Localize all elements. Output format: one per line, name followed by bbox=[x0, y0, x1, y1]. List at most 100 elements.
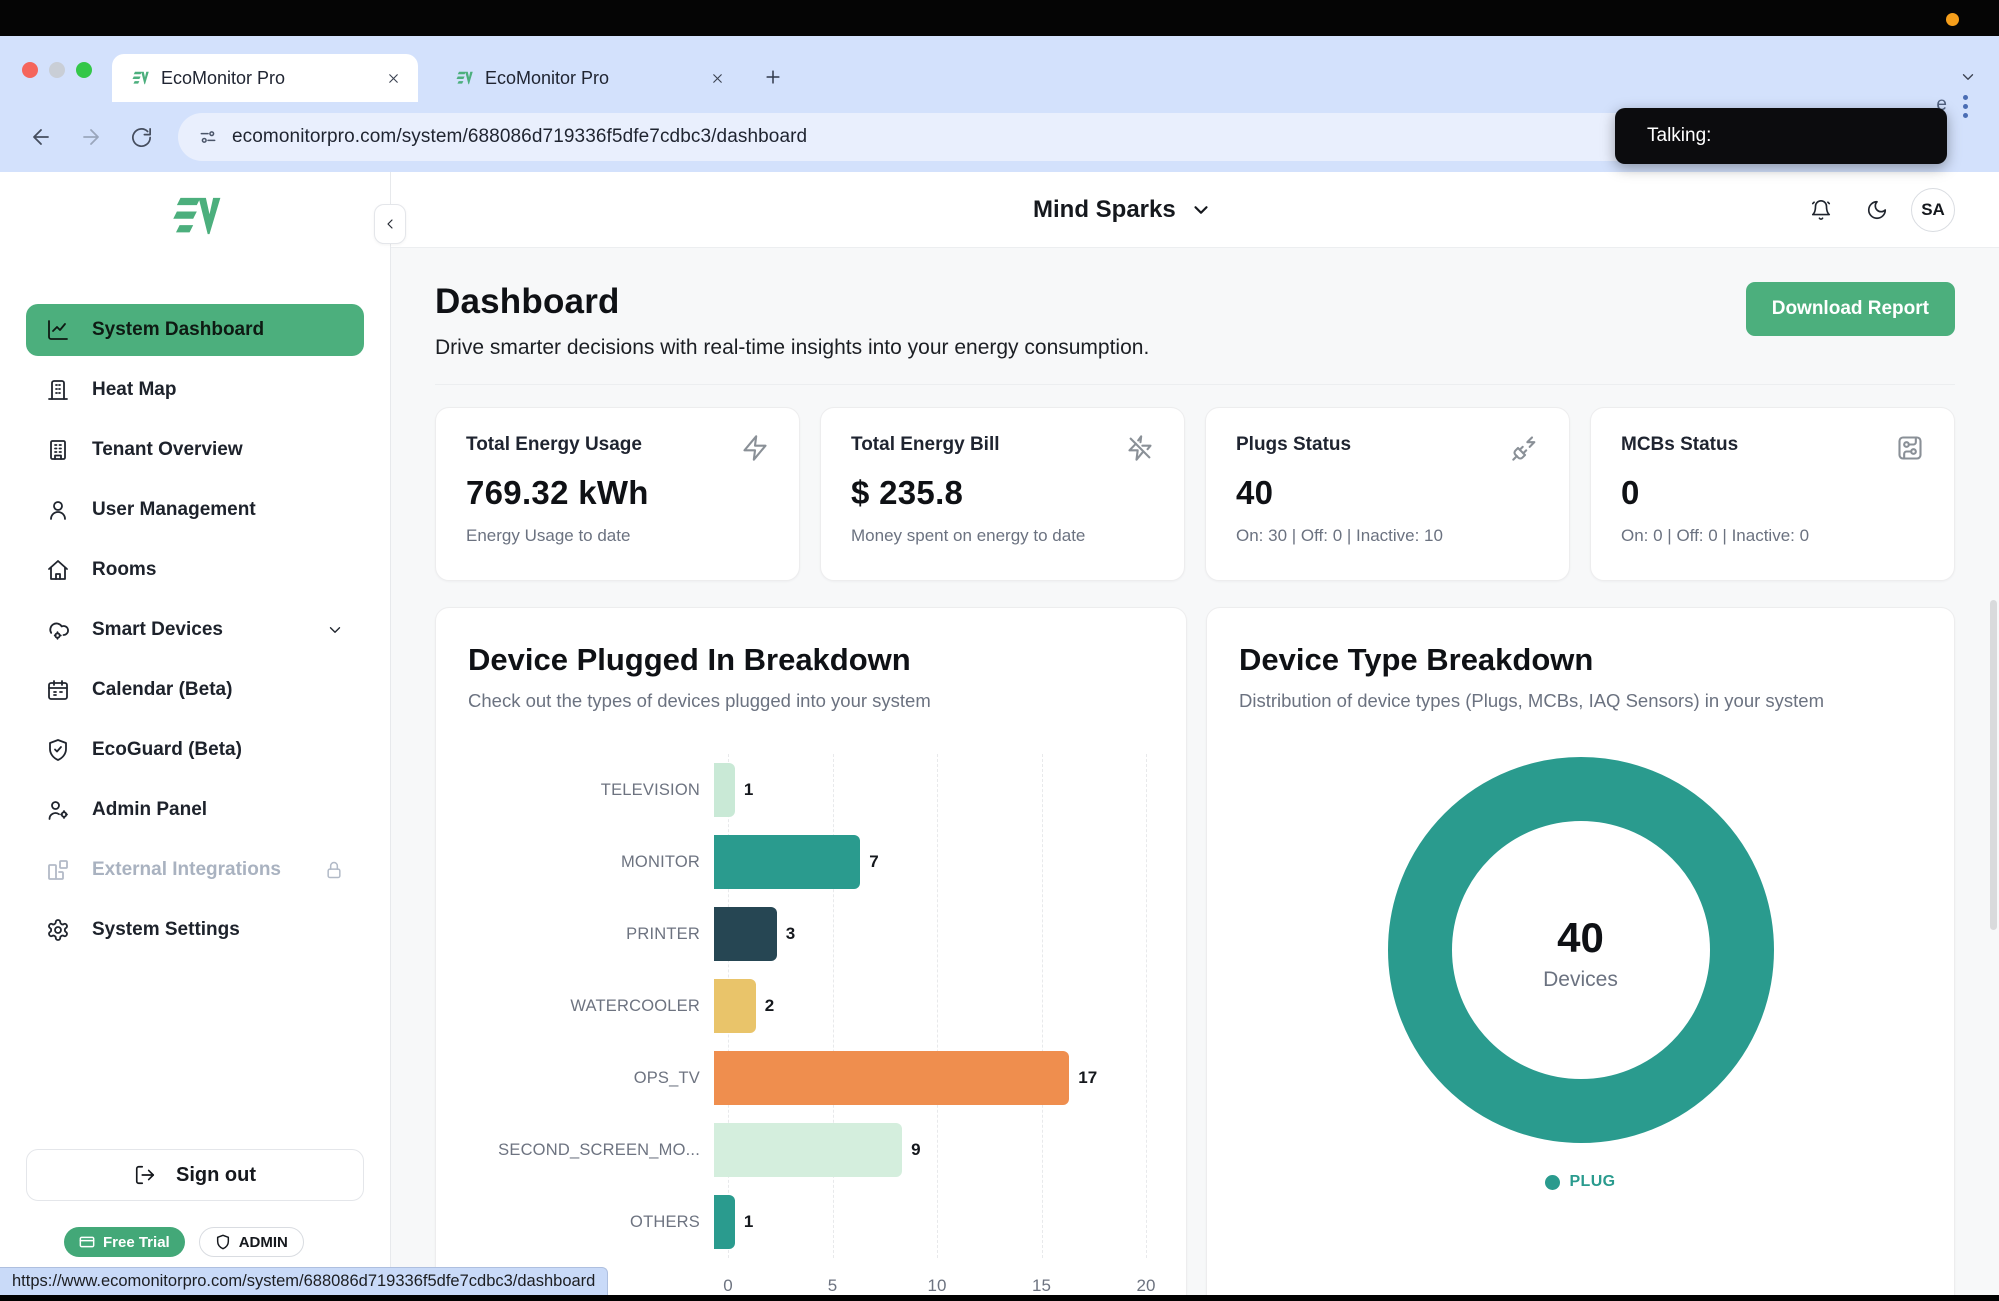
org-selector[interactable]: Mind Sparks bbox=[1033, 172, 1212, 248]
shield-check-icon bbox=[46, 738, 70, 762]
scrollbar[interactable] bbox=[1990, 600, 1997, 930]
bar[interactable] bbox=[714, 1051, 1069, 1105]
tab-close-icon[interactable] bbox=[382, 67, 404, 89]
ecomonitor-logo-icon bbox=[166, 194, 224, 238]
legend-dot bbox=[1545, 1175, 1560, 1190]
reload-button[interactable] bbox=[120, 116, 162, 158]
user-gear-icon bbox=[46, 798, 70, 822]
bar[interactable] bbox=[714, 979, 756, 1033]
sidebar-item-admin-panel[interactable]: Admin Panel bbox=[26, 784, 364, 836]
page-head: Dashboard Drive smarter decisions with r… bbox=[435, 282, 1955, 360]
donut-chart-card: Device Type Breakdown Distribution of de… bbox=[1206, 607, 1955, 1301]
stat-card-energy-bill: Total Energy Bill $ 235.8 Money spent on… bbox=[820, 407, 1185, 581]
bar[interactable] bbox=[714, 835, 860, 889]
chart-title: Device Type Breakdown bbox=[1239, 642, 1922, 678]
browser-menu-icon[interactable] bbox=[1952, 91, 1978, 121]
ecomonitor-logo-icon bbox=[130, 70, 150, 86]
stat-value: 40 bbox=[1236, 474, 1539, 512]
bar-row: OTHERS 1 bbox=[468, 1186, 1154, 1258]
chevron-down-icon bbox=[326, 621, 344, 639]
chart-icon bbox=[46, 318, 70, 342]
zap-icon bbox=[741, 434, 769, 462]
bar[interactable] bbox=[714, 907, 777, 961]
download-report-button[interactable]: Download Report bbox=[1746, 282, 1955, 336]
forward-button[interactable] bbox=[70, 116, 112, 158]
chart-subtitle: Distribution of device types (Plugs, MCB… bbox=[1239, 690, 1922, 712]
user-icon bbox=[46, 498, 70, 522]
site-info-icon[interactable] bbox=[198, 127, 218, 147]
sidebar-logo bbox=[0, 172, 390, 238]
sidebar-nav: System Dashboard Heat Map Tenant Overvie… bbox=[0, 304, 390, 956]
bar[interactable] bbox=[714, 763, 735, 817]
credit-card-icon bbox=[79, 1234, 95, 1250]
stat-value: 0 bbox=[1621, 474, 1924, 512]
sign-out-button[interactable]: Sign out bbox=[26, 1149, 364, 1201]
tab-title: EcoMonitor Pro bbox=[485, 68, 695, 89]
stat-caption: Energy Usage to date bbox=[466, 526, 769, 546]
legend-label: PLUG bbox=[1569, 1173, 1615, 1191]
close-window-button[interactable] bbox=[22, 62, 38, 78]
sidebar-item-calendar[interactable]: Calendar (Beta) bbox=[26, 664, 364, 716]
page-subtitle: Drive smarter decisions with real-time i… bbox=[435, 336, 1149, 360]
stat-card-plugs-status: Plugs Status 40 On: 30 | Off: 0 | Inacti… bbox=[1205, 407, 1570, 581]
admin-badge: ADMIN bbox=[199, 1227, 304, 1257]
chevron-down-icon bbox=[1190, 199, 1212, 221]
sidebar-item-heat-map[interactable]: Heat Map bbox=[26, 364, 364, 416]
donut-chart: 40 Devices bbox=[1387, 756, 1775, 1149]
zoom-window-button[interactable] bbox=[76, 62, 92, 78]
user-avatar[interactable]: SA bbox=[1911, 188, 1955, 232]
sidebar-item-ecoguard[interactable]: EcoGuard (Beta) bbox=[26, 724, 364, 776]
recording-indicator-dot bbox=[1946, 13, 1959, 26]
bar-row: PRINTER 3 bbox=[468, 898, 1154, 970]
main-area: Mind Sparks SA bbox=[391, 172, 1999, 1301]
sidebar-item-smart-devices[interactable]: Smart Devices bbox=[26, 604, 364, 656]
bar-row: OPS_TV 17 bbox=[468, 1042, 1154, 1114]
stat-card-mcbs-status: MCBs Status 0 On: 0 | Off: 0 | Inactive:… bbox=[1590, 407, 1955, 581]
ecomonitor-logo-icon bbox=[454, 70, 474, 86]
stat-caption: On: 0 | Off: 0 | Inactive: 0 bbox=[1621, 526, 1924, 546]
sidebar-item-rooms[interactable]: Rooms bbox=[26, 544, 364, 596]
zap-off-icon bbox=[1126, 434, 1154, 462]
lock-icon bbox=[324, 860, 344, 880]
sidebar-item-system-dashboard[interactable]: System Dashboard bbox=[26, 304, 364, 356]
circuit-board-icon bbox=[1896, 434, 1924, 462]
sidebar-collapse-button[interactable] bbox=[374, 204, 406, 244]
browser-tab-active[interactable]: EcoMonitor Pro bbox=[112, 54, 418, 102]
tab-search-chevron-icon[interactable] bbox=[1959, 68, 1977, 86]
screen-bottom-edge bbox=[0, 1295, 1999, 1301]
new-tab-button[interactable] bbox=[756, 60, 790, 94]
office-icon bbox=[46, 438, 70, 462]
stat-caption: Money spent on energy to date bbox=[851, 526, 1154, 546]
bar[interactable] bbox=[714, 1123, 902, 1177]
bar[interactable] bbox=[714, 1195, 735, 1249]
browser-tab-inactive[interactable]: EcoMonitor Pro bbox=[436, 54, 742, 102]
sidebar-item-tenant-overview[interactable]: Tenant Overview bbox=[26, 424, 364, 476]
stat-caption: On: 30 | Off: 0 | Inactive: 10 bbox=[1236, 526, 1539, 546]
dark-mode-button[interactable] bbox=[1855, 188, 1899, 232]
bar-row: WATERCOOLER 2 bbox=[468, 970, 1154, 1042]
bar-row: SECOND_SCREEN_MO... 9 bbox=[468, 1114, 1154, 1186]
tab-strip: EcoMonitor Pro EcoMonitor Pro bbox=[0, 36, 1999, 102]
tab-close-icon[interactable] bbox=[706, 67, 728, 89]
bar-chart: TELEVISION 1 MONITOR 7 bbox=[468, 754, 1154, 1258]
divider bbox=[435, 384, 1955, 385]
sidebar-item-system-settings[interactable]: System Settings bbox=[26, 904, 364, 956]
notifications-button[interactable] bbox=[1799, 188, 1843, 232]
talking-overlay: Talking: bbox=[1615, 108, 1947, 164]
window-controls bbox=[22, 62, 92, 78]
page-title: Dashboard bbox=[435, 282, 1149, 322]
sidebar-item-user-management[interactable]: User Management bbox=[26, 484, 364, 536]
badges: Free Trial ADMIN bbox=[26, 1227, 364, 1257]
plug-zap-icon bbox=[1511, 434, 1539, 462]
back-button[interactable] bbox=[20, 116, 62, 158]
shield-icon bbox=[215, 1234, 231, 1250]
charts-row: Device Plugged In Breakdown Check out th… bbox=[435, 607, 1955, 1301]
building-icon bbox=[46, 378, 70, 402]
bar-row: MONITOR 7 bbox=[468, 826, 1154, 898]
url-text: ecomonitorpro.com/system/688086d719336f5… bbox=[232, 126, 807, 148]
bell-icon bbox=[1810, 199, 1832, 221]
minimize-window-button[interactable] bbox=[49, 62, 65, 78]
sidebar-item-external-integrations[interactable]: External Integrations bbox=[26, 844, 364, 896]
chart-subtitle: Check out the types of devices plugged i… bbox=[468, 690, 1154, 712]
header-actions: SA bbox=[1799, 188, 1955, 232]
